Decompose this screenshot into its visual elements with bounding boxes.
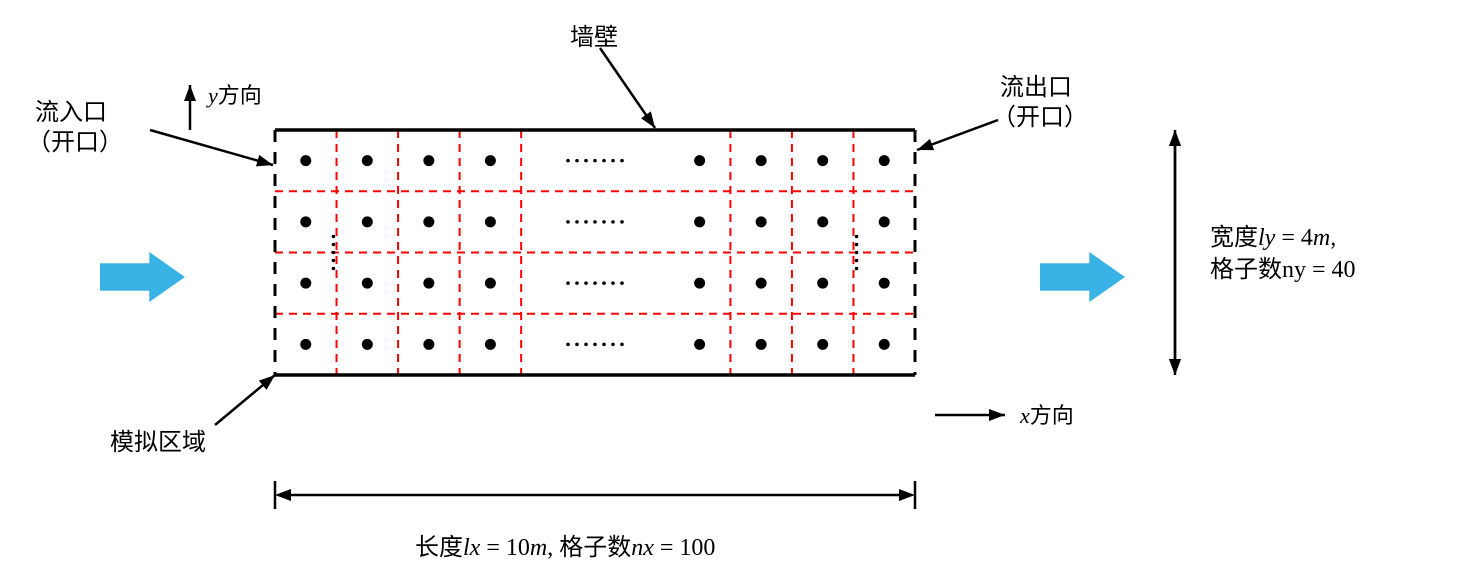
outlet-label: 流出口: [1000, 74, 1072, 101]
outlet-label-2: （开口）: [992, 105, 1088, 131]
inlet-label-2: （开口）: [27, 130, 123, 156]
inlet-label: 流入口: [35, 99, 107, 126]
flow-arrow-icon: [100, 252, 185, 302]
width-label: 宽度ly = 4m,: [1210, 224, 1336, 251]
diagram-canvas: y方向 x方向 墙壁流入口 （开口） 流出口 （开口） 模拟区域 宽度ly = 4m, 格子数n…: [0, 0, 1464, 588]
grid: [275, 130, 915, 375]
domain-box: [275, 130, 915, 375]
width-label-2: 格子数ny = 40: [1210, 256, 1356, 283]
x-axis-label: x方向: [1019, 403, 1074, 428]
y-axis-label: y方向: [206, 83, 262, 108]
flow-arrow-icon: [1040, 252, 1125, 302]
wall-label: 墙壁: [570, 24, 618, 51]
length-label: 长度lx = 10m, 格子数nx = 100: [415, 534, 715, 561]
sim-region-label: 模拟区域: [110, 429, 206, 456]
